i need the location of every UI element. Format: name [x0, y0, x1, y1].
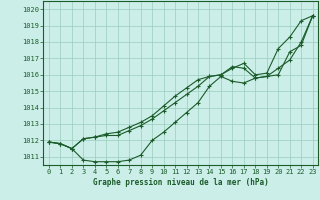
X-axis label: Graphe pression niveau de la mer (hPa): Graphe pression niveau de la mer (hPa) — [93, 178, 269, 187]
